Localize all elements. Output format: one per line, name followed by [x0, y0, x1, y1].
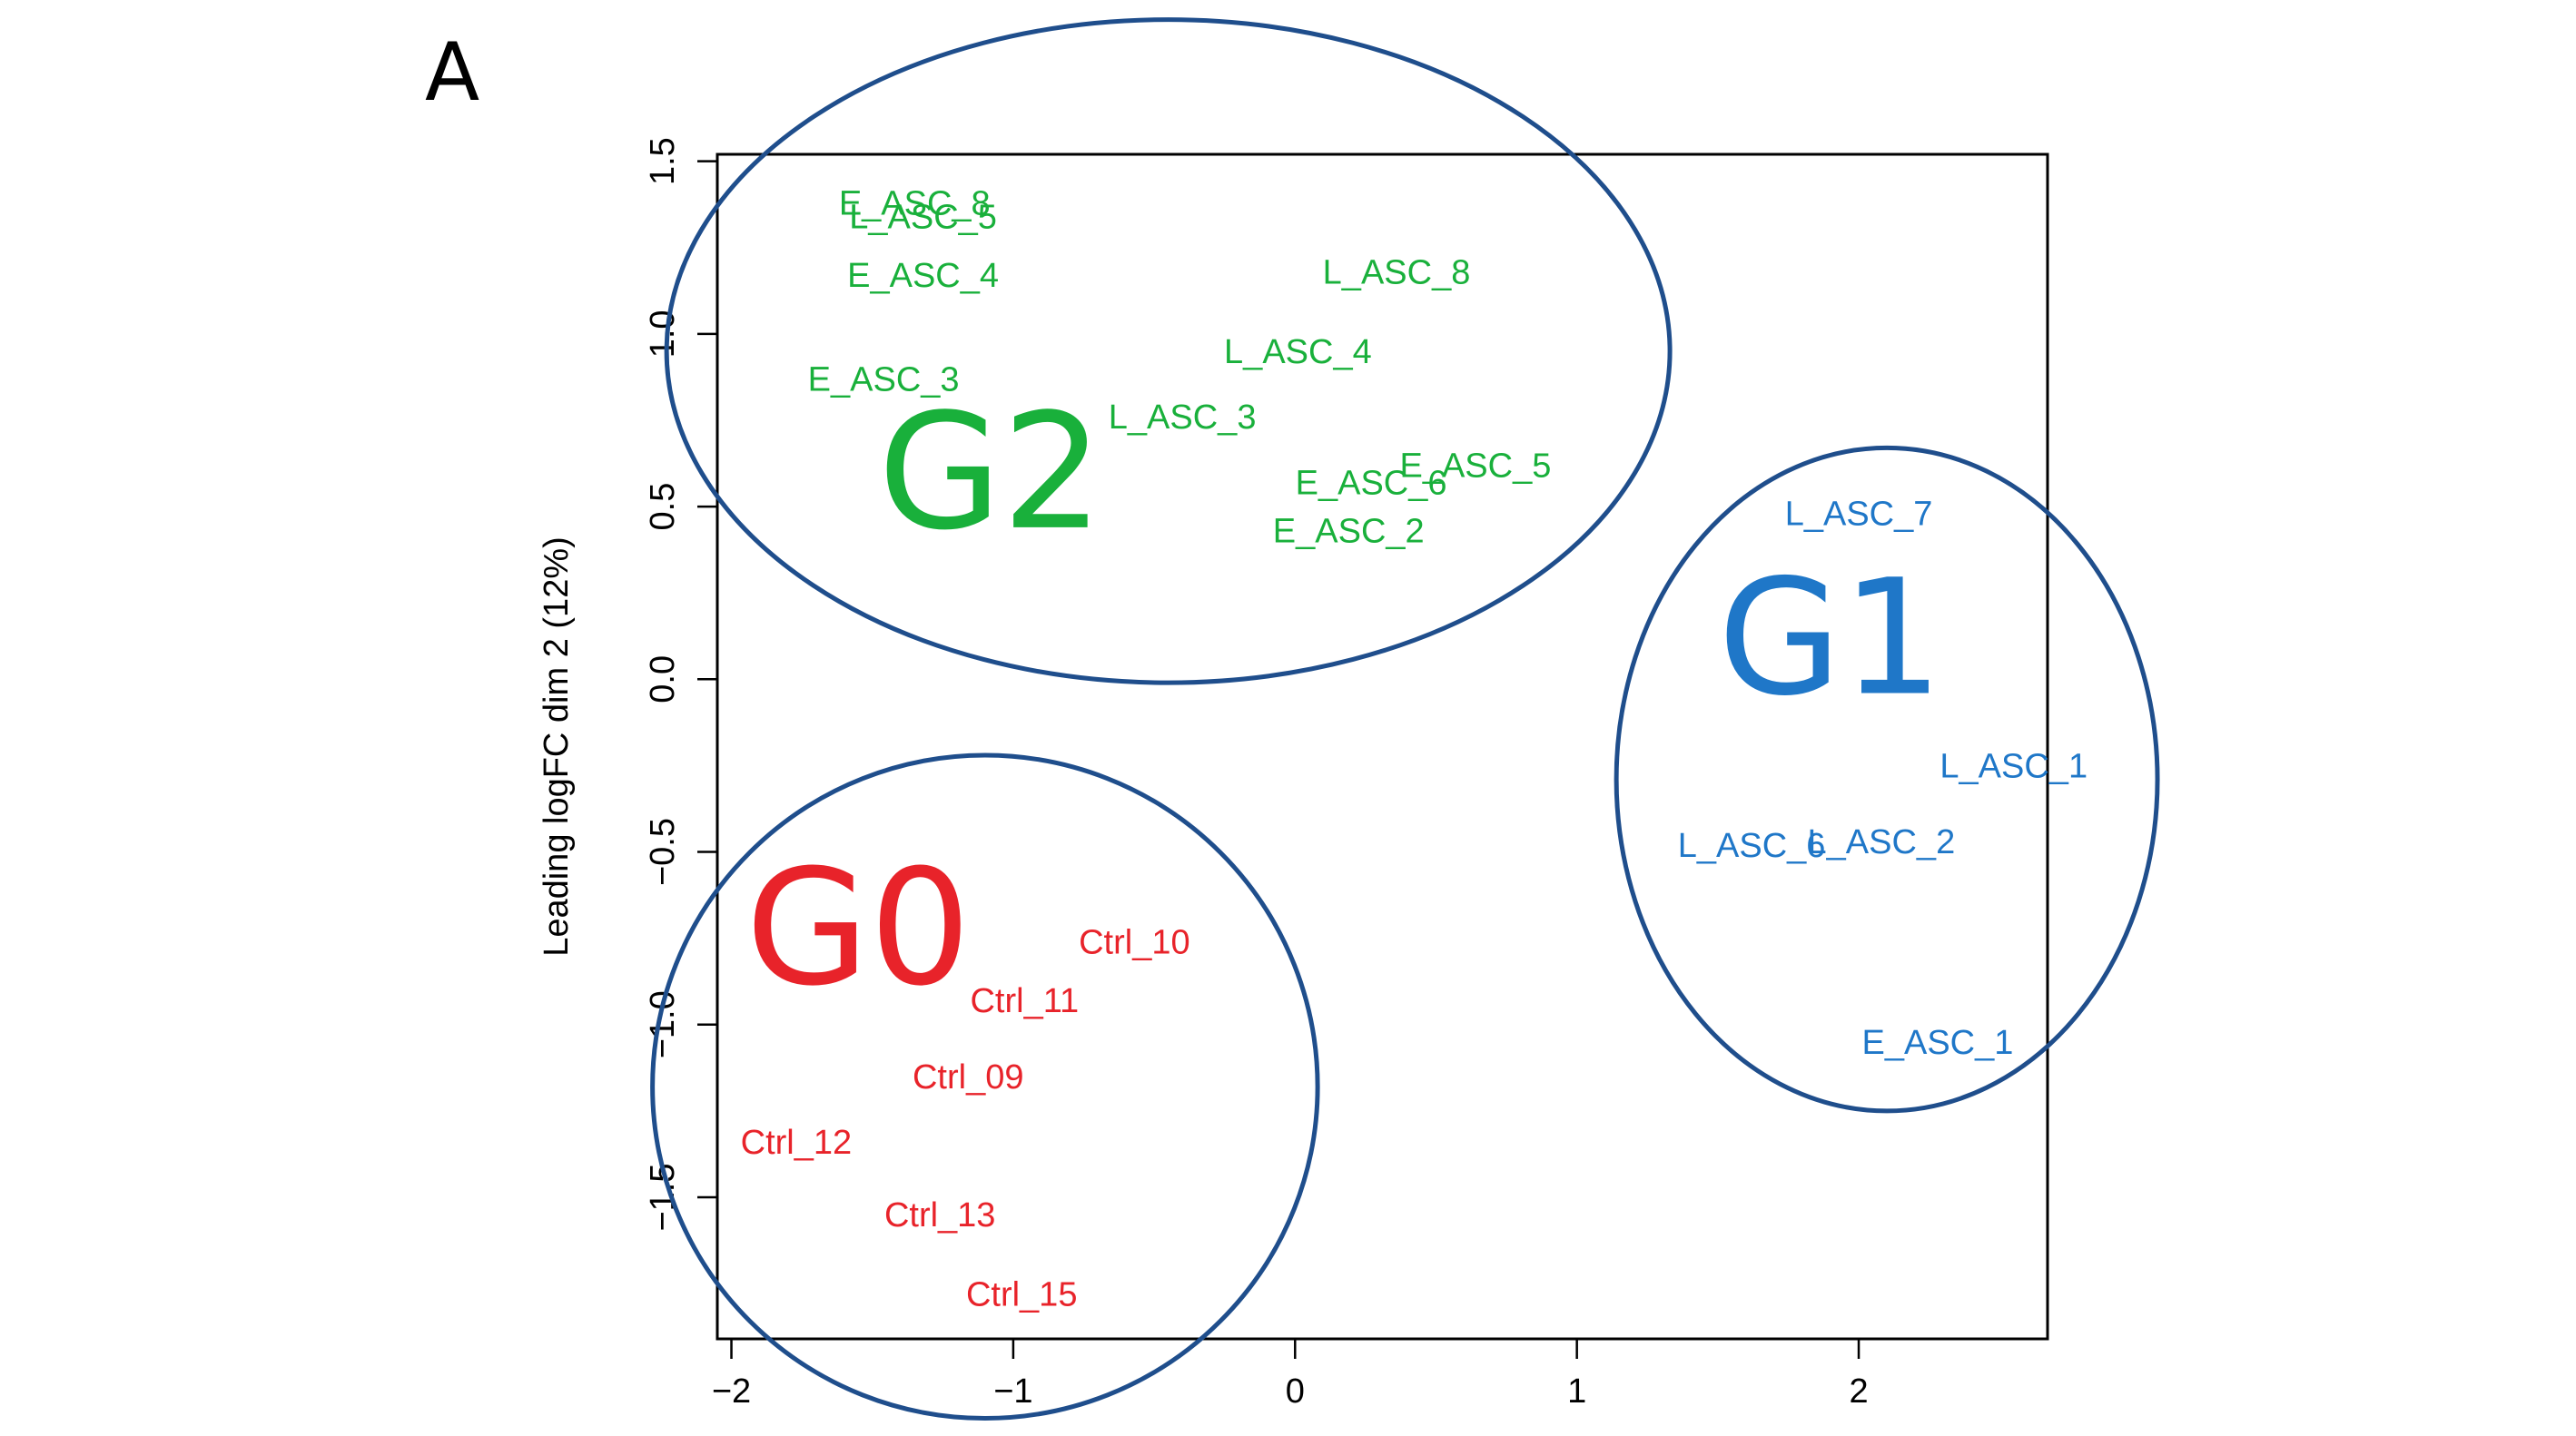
y-axis-label: Leading logFC dim 2 (12%): [538, 536, 576, 957]
y-axis: −1.5−1.0−0.50.00.51.01.5: [644, 137, 719, 1232]
y-tick-label: 1.0: [644, 310, 682, 358]
point-label-l-asc-3: L_ASC_3: [1109, 398, 1257, 437]
point-label-l-asc-5: L_ASC_5: [849, 198, 997, 236]
point-label-l-asc-8: L_ASC_8: [1323, 253, 1471, 291]
point-label-e-asc-5: E_ASC_5: [1399, 447, 1551, 485]
x-tick-label: 0: [1286, 1372, 1305, 1411]
point-label-e-asc-8: E_ASC_8: [839, 184, 991, 222]
ellipse-g0: [650, 752, 1320, 1421]
x-tick-label: −2: [712, 1372, 751, 1411]
point-label-l-asc-6: L_ASC_6: [1678, 827, 1826, 865]
group-label-g1: G1: [1718, 546, 1943, 732]
point-label-ctrl-15: Ctrl_15: [966, 1276, 1078, 1314]
y-tick-label: −0.5: [644, 818, 682, 886]
point-label-ctrl-12: Ctrl_12: [741, 1124, 853, 1162]
y-tick-label: 0.5: [644, 483, 682, 531]
point-label-e-asc-2: E_ASC_2: [1273, 513, 1425, 551]
plot-frame: [716, 152, 2049, 1341]
point-label-ctrl-13: Ctrl_13: [884, 1196, 996, 1234]
ellipse-g1: [1614, 445, 2160, 1114]
panel-label: A: [425, 25, 479, 119]
point-label-e-asc-3: E_ASC_3: [808, 360, 960, 398]
point-label-e-asc-6: E_ASC_6: [1296, 464, 1447, 502]
point-label-l-asc-1: L_ASC_1: [1939, 747, 2087, 785]
x-tick-label: 1: [1567, 1372, 1586, 1411]
group-annotations: G2 G1 G0: [745, 379, 1943, 1021]
x-axis: −2 −1 0 1 2: [712, 1337, 1869, 1411]
y-tick-label: 1.5: [644, 137, 682, 185]
point-label-ctrl-11: Ctrl_11: [970, 982, 1079, 1020]
group-label-g2: G2: [878, 379, 1103, 566]
point-label-ctrl-09: Ctrl_09: [913, 1058, 1024, 1097]
x-tick-label: 2: [1849, 1372, 1868, 1411]
y-tick-label: 0.0: [644, 655, 682, 703]
point-labels: E_ASC_8L_ASC_5 E_ASC_4 L_ASC_8 E_ASC_3 L_ASC…: [741, 184, 2087, 1313]
point-label-l-asc-4: L_ASC_4: [1224, 333, 1372, 371]
x-tick-label: −1: [993, 1372, 1032, 1411]
group-ellipses: [650, 17, 2160, 1421]
point-label-l-asc-2: L_ASC_2: [1808, 823, 1956, 861]
point-label-e-asc-1: E_ASC_1: [1862, 1024, 2014, 1062]
ellipse-g2: [664, 17, 1673, 685]
group-label-g0: G0: [745, 835, 971, 1021]
point-label-l-asc-7: L_ASC_7: [1785, 496, 1933, 534]
point-label-e-asc-4: E_ASC_4: [847, 257, 999, 295]
point-label-ctrl-10: Ctrl_10: [1079, 923, 1190, 961]
